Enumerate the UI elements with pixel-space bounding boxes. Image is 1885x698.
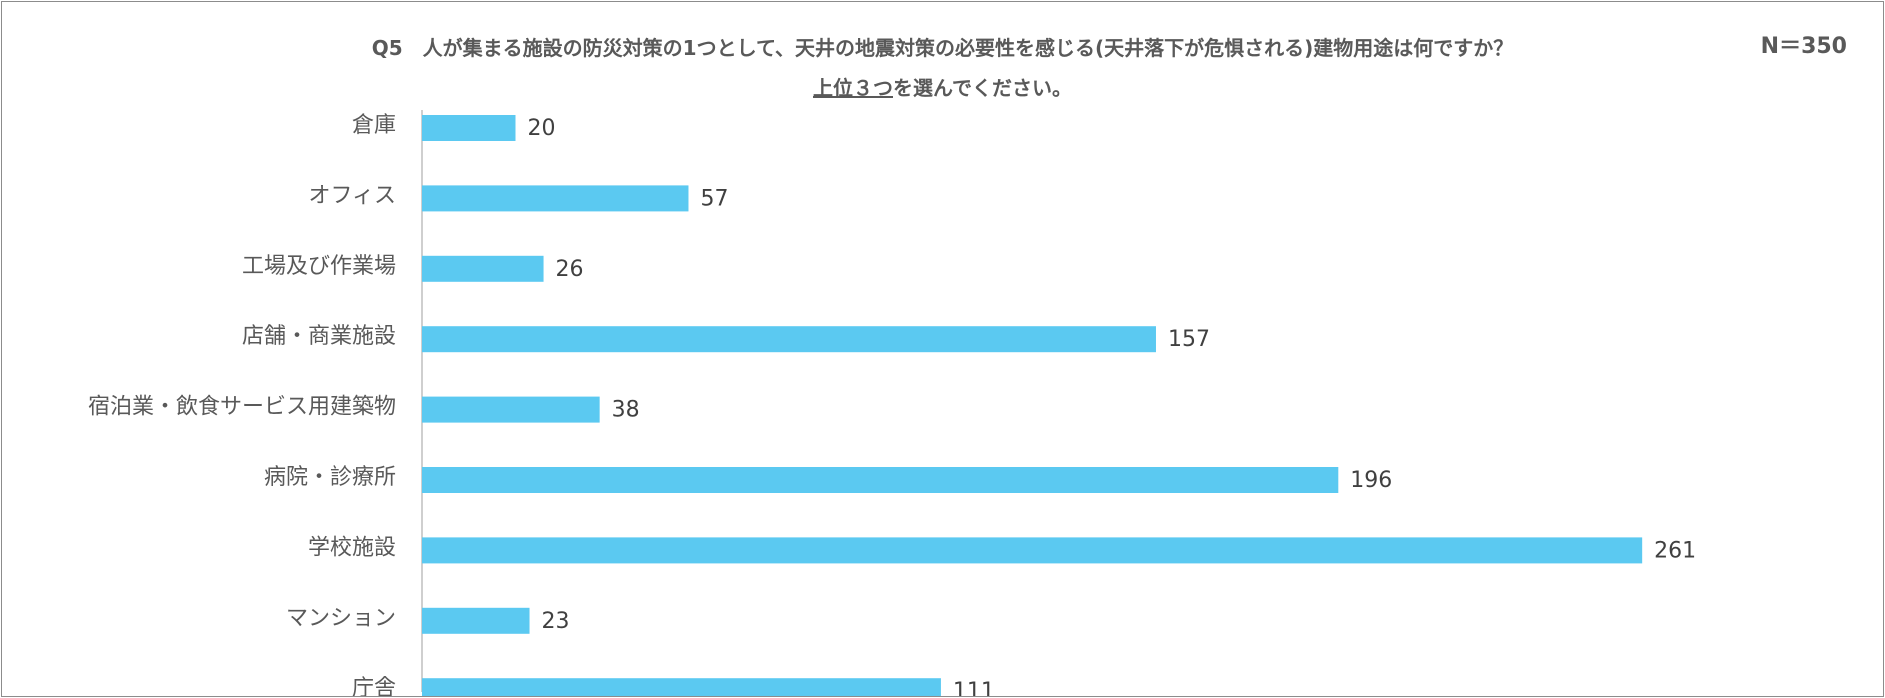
bar (422, 185, 689, 212)
bar (422, 678, 941, 696)
chart-subtitle-emphasis: 上位３つ (813, 76, 893, 100)
category-label: マンション (286, 606, 396, 631)
chart-title: Q5 人が集まる施設の防災対策の1つとして、天井の地震対策の必要性を感じる(天井… (371, 36, 1514, 60)
data-label: 196 (1350, 468, 1392, 493)
data-label: 57 (700, 186, 728, 211)
data-label: 20 (528, 116, 556, 141)
bar (422, 537, 1643, 564)
data-label: 38 (612, 398, 640, 423)
chart-subtitle-text: を選んでください。 (893, 76, 1072, 100)
bar (422, 115, 516, 141)
data-label: 23 (542, 609, 570, 634)
category-label: 病院・診療所 (264, 465, 396, 490)
sample-size-label: N＝350 (1760, 34, 1847, 59)
category-label: 学校施設 (308, 535, 396, 560)
category-label: 店舗・商業施設 (242, 324, 396, 349)
category-label: 工場及び作業場 (242, 254, 396, 279)
category-label: 庁舎 (352, 676, 396, 696)
bar (422, 396, 600, 423)
category-label: オフィス (308, 183, 396, 208)
bar (422, 607, 530, 634)
data-label: 261 (1654, 538, 1696, 563)
bar (422, 255, 544, 282)
bar (422, 467, 1339, 493)
data-label: 157 (1168, 327, 1210, 352)
data-label: 26 (556, 257, 584, 282)
chart-subtitle: 上位３つを選んでください。 (2, 72, 1883, 101)
category-label: 宿泊業・飲食サービス用建築物 (88, 395, 396, 420)
category-label: 倉庫 (352, 113, 396, 138)
data-label: 111 (953, 679, 995, 696)
bar (422, 326, 1156, 353)
